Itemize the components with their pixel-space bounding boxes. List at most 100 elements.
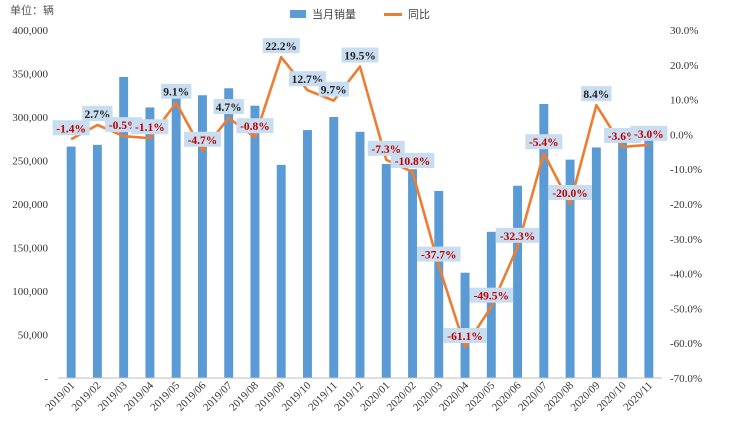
data-label-text: -20.0% — [552, 188, 587, 200]
bar-2020/01 — [381, 163, 391, 378]
legend-line-label: 同比 — [408, 8, 430, 21]
data-label-2020/09: 8.4% — [581, 86, 612, 102]
bar-2019/12 — [355, 131, 365, 378]
data-label-2020/11: -3.0% — [630, 125, 668, 141]
data-label-2019/02: 2.7% — [82, 106, 113, 122]
y-right-tick: -10.0% — [670, 164, 702, 176]
data-label-bg — [416, 246, 461, 262]
bar-2019/02 — [92, 144, 102, 378]
data-label-text: -3.0% — [634, 129, 664, 141]
y-left-tick: 200,000 — [12, 199, 48, 211]
data-label-2019/08: -0.8% — [236, 118, 274, 134]
data-label-bg — [525, 134, 563, 150]
data-label-text: 8.4% — [583, 89, 609, 101]
legend-bar-label: 当月销量 — [312, 8, 356, 21]
y-left-tick: 250,000 — [12, 156, 48, 168]
data-label-bg — [341, 47, 379, 63]
data-label-2019/07: 4.7% — [213, 99, 244, 115]
y-right-tick: 20.0% — [670, 60, 698, 72]
y-left-tick: 400,000 — [12, 25, 48, 37]
data-label-bg — [288, 71, 326, 87]
bar-2019/08 — [250, 105, 260, 378]
bar-2019/06 — [197, 95, 207, 378]
data-label-bg — [82, 106, 113, 122]
data-label-bg — [390, 152, 435, 168]
data-label-bg — [469, 287, 514, 303]
data-label-text: -1.1% — [135, 122, 165, 134]
legend-item-line: 同比 — [384, 6, 430, 22]
yoy-line — [70, 55, 649, 349]
bar-2019/03 — [119, 76, 129, 378]
data-label-2020/08: -20.0% — [548, 185, 592, 200]
bar-2019/05 — [171, 91, 181, 379]
y-right-tick: -40.0% — [670, 269, 702, 281]
y-left-tick: 150,000 — [12, 243, 48, 255]
data-label-text: 19.5% — [344, 51, 376, 63]
y-right-tick: 30.0% — [670, 25, 698, 37]
bar-2020/07 — [539, 103, 549, 378]
data-label-bg — [213, 99, 244, 115]
bar-2019/04 — [145, 107, 155, 379]
data-label-text: -5.4% — [529, 137, 559, 149]
data-label-2019/10: 12.7% — [288, 71, 326, 87]
data-label-text: -0.5% — [109, 120, 139, 132]
data-label-2020/01: -7.3% — [367, 140, 405, 156]
data-label-bg — [183, 131, 221, 147]
data-label-bg — [443, 328, 487, 344]
data-label-text: 12.7% — [292, 74, 324, 86]
y-left-tick: 300,000 — [12, 112, 48, 124]
data-label-bg — [367, 140, 405, 156]
data-label-2019/06: -4.7% — [183, 131, 221, 147]
chart-legend: 当月销量 同比 — [290, 6, 430, 22]
data-label-text: -61.1% — [447, 331, 482, 343]
data-label-bg — [630, 125, 668, 141]
bar-2020/02 — [408, 169, 417, 378]
bar-2019/09 — [276, 164, 286, 378]
data-label-bg — [548, 185, 592, 200]
y-left-tick: 50,000 — [18, 330, 49, 342]
y-left-tick: - — [44, 373, 48, 385]
bar-2020/11 — [644, 138, 654, 378]
data-label-text: -3.6% — [608, 131, 638, 143]
x-tick: 2020/11 — [621, 380, 655, 414]
bar-2019/01 — [66, 146, 76, 378]
data-label-bg — [160, 83, 192, 99]
legend-bar-swatch — [290, 10, 306, 18]
legend-item-bar: 当月销量 — [290, 6, 356, 22]
data-label-bg — [318, 81, 349, 97]
data-label-text: -10.8% — [395, 156, 430, 168]
data-label-bg — [262, 38, 300, 54]
y-right-tick: -30.0% — [670, 234, 702, 246]
data-label-text: -4.7% — [188, 135, 218, 147]
y-right-tick: -70.0% — [670, 373, 702, 385]
bar-2020/08 — [565, 159, 575, 378]
data-label-2019/12: 19.5% — [341, 47, 379, 63]
data-label-2020/04: -61.1% — [443, 328, 487, 344]
data-label-2020/06: -32.3% — [495, 227, 540, 243]
data-label-bg — [52, 120, 90, 136]
data-label-text: 2.7% — [84, 109, 110, 121]
data-label-text: -49.5% — [474, 291, 509, 303]
unit-label: 单位：辆 — [10, 4, 54, 17]
data-label-text: 9.7% — [321, 85, 347, 97]
data-label-2019/01: -1.4% — [52, 120, 90, 136]
bar-2019/10 — [303, 130, 312, 378]
data-label-bg — [581, 86, 612, 102]
data-label-2019/11: 9.7% — [318, 81, 349, 97]
data-label-bg — [236, 118, 274, 134]
bar-2020/06 — [513, 185, 523, 378]
data-label-2019/09: 22.2% — [262, 38, 300, 54]
y-right-tick: -50.0% — [670, 303, 702, 315]
data-label-text: 22.2% — [265, 41, 297, 53]
bar-2020/09 — [591, 147, 601, 378]
data-label-2020/03: -37.7% — [416, 246, 461, 262]
data-label-text: -7.3% — [371, 144, 401, 156]
bar-2019/07 — [224, 88, 234, 378]
y-right-tick: -20.0% — [670, 199, 702, 211]
y-left-tick: 350,000 — [12, 69, 48, 81]
data-label-2019/05: 9.1% — [160, 83, 192, 99]
data-label-text: -32.3% — [500, 231, 535, 243]
data-label-text: -37.7% — [421, 250, 456, 262]
data-label-text: 4.7% — [216, 102, 242, 114]
